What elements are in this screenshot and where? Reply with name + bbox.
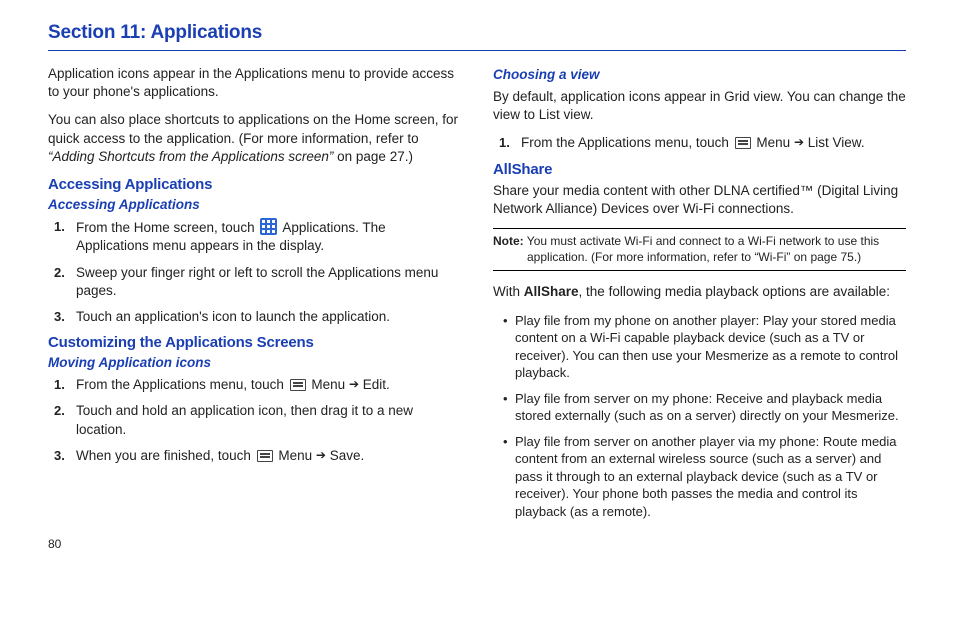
text-bold: List View	[808, 135, 861, 150]
intro-paragraph-1: Application icons appear in the Applicat…	[48, 65, 461, 101]
text: When you are finished, touch	[76, 448, 255, 463]
cross-ref: “Wi-Fi”	[754, 250, 790, 264]
note-box: Note: You must activate Wi-Fi and connec…	[493, 228, 906, 271]
list-item: Play file from my phone on another playe…	[505, 312, 906, 382]
text-bold: Play file from server on my phone	[515, 391, 709, 406]
list-item: From the Applications menu, touch Menu ➔…	[76, 376, 461, 394]
heading-accessing-applications: Accessing Applications	[48, 176, 461, 193]
manual-page: Section 11: Applications Application ico…	[0, 0, 954, 565]
list-item: Sweep your finger right or left to scrol…	[76, 264, 461, 300]
menu-icon	[290, 379, 306, 391]
subheading-accessing-applications: Accessing Applications	[48, 197, 461, 212]
text: , the following media playback options a…	[579, 284, 890, 299]
paragraph: With AllShare, the following media playb…	[493, 283, 906, 301]
text-bold: Applications	[282, 220, 355, 235]
arrow-icon: ➔	[794, 134, 804, 150]
arrow-icon: ➔	[316, 447, 326, 463]
text: .	[361, 448, 365, 463]
note-label: Note:	[493, 234, 524, 248]
text: From the	[76, 377, 133, 392]
intro-paragraph-2: You can also place shortcuts to applicat…	[48, 111, 461, 166]
text-bold: Menu	[278, 448, 312, 463]
left-column: Application icons appear in the Applicat…	[48, 65, 461, 529]
text-bold: Play file from server on another player …	[515, 434, 816, 449]
paragraph: By default, application icons appear in …	[493, 88, 906, 124]
text-bold: Menu	[756, 135, 790, 150]
cross-ref: “Adding Shortcuts from the Applications …	[48, 149, 333, 164]
ordered-list-moving: From the Applications menu, touch Menu ➔…	[48, 376, 461, 465]
subheading-moving-icons: Moving Application icons	[48, 355, 461, 370]
text: on page 27.)	[333, 149, 413, 164]
text-bold: Applications	[328, 265, 401, 280]
list-item: From the Home screen, touch Applications…	[76, 218, 461, 255]
right-column: Choosing a view By default, application …	[493, 65, 906, 529]
applications-grid-icon	[260, 218, 277, 235]
text: menu, touch	[206, 377, 288, 392]
menu-icon	[735, 137, 751, 149]
text: From the Home screen, touch	[76, 220, 258, 235]
list-item: When you are finished, touch Menu ➔ Save…	[76, 447, 461, 465]
subheading-choosing-view: Choosing a view	[493, 67, 906, 82]
text: . The	[355, 220, 386, 235]
text-bold: Applications	[578, 135, 651, 150]
list-item: Play file from server on my phone: Recei…	[505, 390, 906, 425]
page-number: 80	[48, 537, 906, 551]
arrow-icon: ➔	[349, 376, 359, 392]
heading-customizing: Customizing the Applications Screens	[48, 334, 461, 351]
text: Sweep your finger right or left to scrol…	[76, 265, 328, 280]
list-item: Touch and hold an application icon, then…	[76, 402, 461, 438]
text-bold: Edit	[363, 377, 386, 392]
text-bold: Save	[330, 448, 361, 463]
bullet-list-allshare: Play file from my phone on another playe…	[493, 312, 906, 521]
paragraph: Share your media content with other DLNA…	[493, 182, 906, 218]
text: From the	[521, 135, 578, 150]
list-item: Touch an application's icon to launch th…	[76, 308, 461, 326]
text-bold: Applications	[76, 238, 149, 253]
text: You can also place shortcuts to applicat…	[48, 112, 458, 145]
ordered-list-view: From the Applications menu, touch Menu ➔…	[493, 134, 906, 152]
list-item: From the Applications menu, touch Menu ➔…	[521, 134, 906, 152]
text-bold: AllShare	[524, 284, 579, 299]
text: on page 75.)	[790, 250, 861, 264]
ordered-list-accessing: From the Home screen, touch Applications…	[48, 218, 461, 326]
heading-allshare: AllShare	[493, 161, 906, 178]
text-bold: Play file from my phone on another playe…	[515, 313, 756, 328]
menu-icon	[257, 450, 273, 462]
text: .	[861, 135, 865, 150]
text-bold: Menu	[311, 377, 345, 392]
text: menu appears in the display.	[149, 238, 324, 253]
text-bold: Applications	[133, 377, 206, 392]
text: menu, touch	[651, 135, 733, 150]
list-item: Play file from server on another player …	[505, 433, 906, 521]
section-title: Section 11: Applications	[48, 22, 906, 51]
note-text: Note: You must activate Wi-Fi and connec…	[493, 234, 906, 265]
text: .	[386, 377, 390, 392]
two-column-layout: Application icons appear in the Applicat…	[48, 65, 906, 529]
text: With	[493, 284, 524, 299]
